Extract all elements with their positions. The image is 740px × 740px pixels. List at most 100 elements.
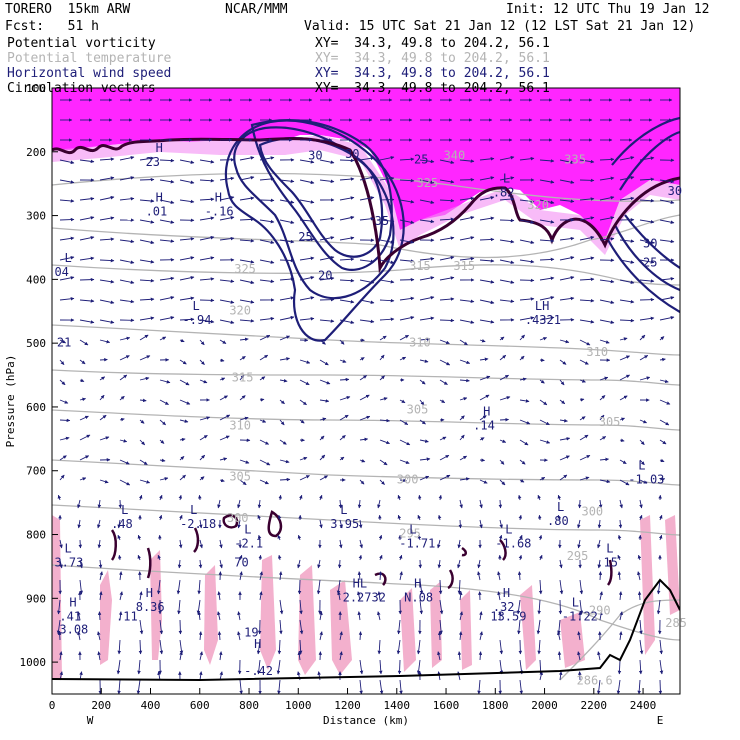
vector-arrow xyxy=(278,494,283,501)
vector-arrow xyxy=(459,359,471,365)
vector-arrow xyxy=(339,414,349,421)
vector-arrow xyxy=(299,475,310,481)
vector-arrow xyxy=(379,375,385,381)
vector-arrow xyxy=(659,276,675,281)
vector-arrow xyxy=(399,459,410,464)
vector-arrow xyxy=(619,196,635,201)
vector-arrow xyxy=(579,454,591,461)
vector-arrow xyxy=(599,237,615,241)
legend-pv-xy: XY= 34.3, 49.8 to 204.2, 56.1 xyxy=(315,36,550,51)
vector-arrow xyxy=(439,276,455,281)
vector-arrow xyxy=(299,237,315,242)
vector-arrow xyxy=(519,199,535,204)
vector-arrow xyxy=(599,457,609,462)
vector-arrow xyxy=(659,357,666,362)
vector-arrow xyxy=(237,499,241,509)
vector-arrow xyxy=(219,435,230,441)
vector-arrow xyxy=(319,631,323,641)
vector-arrow xyxy=(239,337,249,342)
vector-arrow xyxy=(239,238,255,243)
vector-arrow xyxy=(238,554,243,561)
vector-arrow xyxy=(279,599,284,615)
vector-arrow xyxy=(179,317,195,322)
vector-arrow xyxy=(459,455,467,461)
vector-arrow xyxy=(119,155,135,161)
vector-arrow xyxy=(279,419,285,426)
wind-contour-label: 25 xyxy=(643,256,657,270)
vector-arrow xyxy=(459,196,475,201)
vector-arrow xyxy=(538,579,543,595)
vector-arrow xyxy=(599,195,615,201)
vector-arrow xyxy=(117,639,122,655)
vector-arrow xyxy=(637,591,642,601)
vector-arrow xyxy=(59,436,70,441)
y-tick-label: 500 xyxy=(26,337,46,350)
vector-arrow xyxy=(499,519,503,529)
vector-arrow xyxy=(499,659,504,675)
vector-arrow xyxy=(519,679,524,694)
vector-arrow xyxy=(297,559,301,569)
vector-arrow xyxy=(299,179,315,185)
vector-arrow xyxy=(339,257,355,262)
vector-arrow xyxy=(159,439,165,444)
vector-arrow xyxy=(279,399,285,405)
vector-arrow xyxy=(159,458,166,463)
vector-arrow xyxy=(359,659,364,675)
vector-arrow xyxy=(479,499,483,509)
vector-arrow xyxy=(499,155,515,161)
vector-arrow xyxy=(577,631,581,641)
legend-pv-name: Potential vorticity xyxy=(7,36,156,51)
vector-arrow xyxy=(579,359,589,365)
vector-arrow xyxy=(138,639,143,655)
vector-arrow xyxy=(457,671,461,681)
vector-arrow xyxy=(159,296,175,301)
vector-arrow xyxy=(439,359,451,366)
extrema-value: -.94 xyxy=(183,313,212,327)
vector-arrow xyxy=(579,416,586,421)
vector-arrow xyxy=(79,397,86,402)
vector-arrow xyxy=(597,559,601,569)
vector-arrow xyxy=(159,619,164,635)
vector-arrow xyxy=(77,611,81,621)
y-tick-label: 900 xyxy=(26,592,46,605)
extrema-value: 8.36 xyxy=(136,600,165,614)
vector-arrow xyxy=(239,416,249,421)
west-label: W xyxy=(87,714,94,727)
vector-arrow xyxy=(299,219,315,223)
vector-arrow xyxy=(259,419,267,423)
vector-arrow xyxy=(437,671,441,681)
extrema-letter: LH xyxy=(535,299,549,313)
vector-arrow xyxy=(239,279,255,285)
vector-arrow xyxy=(457,559,461,569)
vector-arrow xyxy=(119,374,128,381)
vector-arrow xyxy=(59,255,75,261)
vector-arrow xyxy=(139,219,155,224)
vector-arrow xyxy=(437,559,442,569)
extrema-value: .11 xyxy=(116,610,138,624)
vector-arrow xyxy=(559,236,575,241)
vector-arrow xyxy=(237,631,241,641)
vector-arrow xyxy=(579,476,590,481)
vector-arrow xyxy=(259,479,269,485)
vector-arrow xyxy=(279,477,291,482)
vector-arrow xyxy=(378,534,383,541)
vector-arrow xyxy=(659,239,675,244)
vector-arrow xyxy=(319,236,335,241)
x-axis-label: Distance (km) xyxy=(323,714,409,727)
vector-arrow xyxy=(559,399,566,405)
vector-arrow xyxy=(479,458,485,462)
vector-arrow xyxy=(79,434,91,441)
vector-arrow xyxy=(519,239,535,245)
y-top-tick-label: 100 xyxy=(26,82,46,95)
vector-arrow xyxy=(658,679,663,694)
vector-arrow xyxy=(137,659,141,675)
y-axis-label: Pressure (hPa) xyxy=(4,355,17,448)
vector-arrow xyxy=(519,334,525,341)
vector-arrow xyxy=(99,414,107,421)
theta-contour-label: 295 xyxy=(567,549,589,563)
vector-arrow xyxy=(118,611,123,621)
vector-arrow xyxy=(258,554,262,561)
vector-arrow xyxy=(379,239,395,244)
vector-arrow xyxy=(59,455,67,461)
vector-arrow xyxy=(139,398,147,403)
